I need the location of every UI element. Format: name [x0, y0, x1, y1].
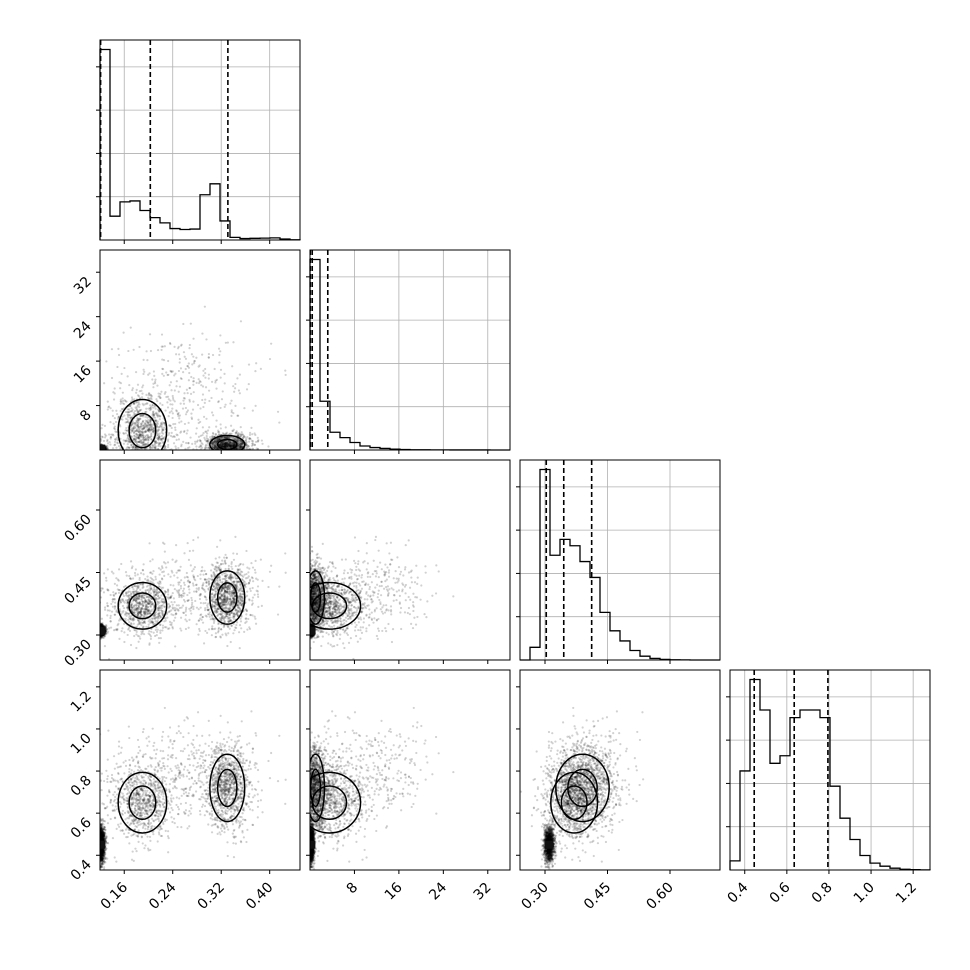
hist-dim1-frame [310, 250, 510, 450]
y-tick-label-dim3-4: 1.2 [68, 688, 95, 715]
y-tick-label-dim2-2: 0.60 [61, 512, 94, 545]
x-tick-label-dim2-2: 0.60 [643, 880, 676, 913]
x-tick-label-dim3-2: 0.8 [809, 880, 836, 907]
hist-dim1-step-line [310, 260, 510, 450]
hist-dim1-grid [310, 250, 510, 450]
x-tick-label-dim3-0: 0.4 [725, 879, 752, 906]
y-tick-label-dim1-0: 8 [77, 407, 95, 425]
scatter-dim1-dim2-peak-marker [307, 627, 315, 635]
scatter-dim0-dim1-points [97, 306, 304, 462]
x-tick-label-dim0-2: 0.32 [195, 880, 228, 913]
y-tick-label-dim3-1: 0.6 [68, 815, 95, 842]
scatter-dim2-dim3-peak-marker [545, 841, 553, 849]
x-tick-label-dim3-1: 0.6 [767, 879, 794, 906]
hist-dim2-step-line [520, 470, 720, 660]
x-tick-label-dim1-1: 16 [382, 879, 406, 903]
x-tick-label-dim1-0: 8 [344, 880, 362, 898]
y-tick-label-dim1-1: 16 [71, 363, 95, 387]
scatter-dim0-dim2-peak-marker [97, 627, 105, 635]
x-tick-label-dim3-3: 1.0 [851, 880, 878, 907]
y-tick-label-dim2-1: 0.45 [61, 574, 94, 607]
y-tick-label-dim1-3: 32 [71, 274, 95, 298]
scatter-dim0-dim3-frame [100, 670, 300, 870]
y-tick-label-dim3-0: 0.4 [68, 857, 95, 884]
x-tick-label-dim1-2: 24 [426, 879, 450, 903]
scatter-dim0-dim3-peak-marker [97, 841, 105, 849]
x-tick-label-dim0-0: 0.16 [98, 879, 131, 912]
x-tick-label-dim2-0: 0.30 [518, 880, 551, 913]
scatter-dim2-dim3-points [520, 707, 644, 881]
y-tick-label-dim3-3: 1.0 [68, 730, 95, 757]
y-tick-label-dim2-0: 0.30 [61, 637, 94, 670]
scatter-dim1-dim2-frame [310, 460, 510, 660]
scatter-dim1-dim3-frame [310, 670, 510, 870]
y-tick-label-dim1-2: 24 [71, 318, 95, 342]
scatter-dim1-dim3-points [298, 707, 454, 881]
hist-dim3-step-line [730, 680, 930, 870]
scatter-dim0-dim1-peak-marker [97, 445, 105, 453]
y-tick-label-dim3-2: 0.8 [68, 773, 95, 800]
x-tick-label-dim2-1: 0.45 [581, 880, 614, 913]
x-tick-label-dim1-3: 32 [471, 880, 495, 904]
scatter-dim1-dim2-points [298, 536, 454, 660]
x-tick-label-dim0-1: 0.24 [146, 879, 179, 912]
x-tick-label-dim3-4: 1.2 [893, 880, 920, 907]
scatter-dim0-dim2-points [97, 536, 304, 660]
scatter-dim1-dim3-peak-marker [307, 841, 315, 849]
scatter-dim0-dim3-points [97, 707, 304, 881]
x-tick-label-dim0-3: 0.40 [243, 880, 276, 913]
